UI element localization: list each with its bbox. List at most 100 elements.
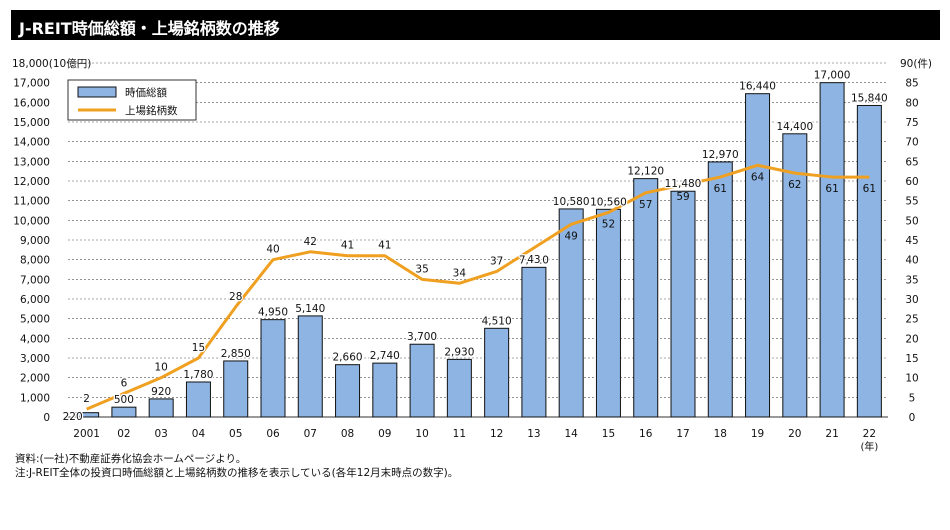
bar-value-label: 15,840 [851, 92, 888, 104]
y-left-tick-label: 3,000 [20, 353, 50, 365]
legend-swatch-bar [77, 86, 117, 98]
line-value-label: 34 [453, 267, 467, 279]
x-tick-label: 2001 [73, 428, 100, 440]
y-left-tick-label: 5,000 [20, 314, 50, 326]
bar-value-label: 17,000 [814, 70, 851, 82]
y-left-tick-label: 7,000 [20, 274, 50, 286]
y-right-unit-label: 90(件) [900, 58, 932, 70]
x-tick-label: 06 [266, 428, 280, 440]
bar-value-label: 7,610 [519, 254, 549, 266]
x-tick-label: 13 [527, 428, 540, 440]
x-tick-label: 08 [341, 428, 354, 440]
bar [856, 104, 882, 418]
line-value-label: 6 [121, 377, 128, 389]
x-tick-label: 22 [863, 428, 876, 440]
y-right-tick-label: 65 [905, 156, 918, 168]
y-left-tick-label: 2,000 [20, 373, 50, 385]
bar-value-label: 16,440 [739, 81, 776, 93]
legend-label-bar: 時価総額 [125, 86, 167, 99]
x-tick-label: 18 [714, 428, 727, 440]
bar-value-label: 920 [151, 386, 171, 398]
x-tick-label: 15 [602, 428, 615, 440]
line-value-label: 15 [192, 342, 205, 354]
bar [335, 364, 361, 418]
line-value-label: 43 [527, 254, 540, 266]
y-right-tick-label: 30 [905, 294, 918, 306]
line-value-label: 35 [415, 263, 428, 275]
line-value-label: 61 [863, 183, 876, 195]
bar-value-label: 1,780 [183, 369, 213, 381]
y-right-tick-label: 45 [905, 235, 918, 247]
line-value-label: 37 [490, 255, 503, 267]
x-tick-label: 16 [639, 428, 653, 440]
bar-value-label: 4,510 [482, 315, 512, 327]
y-left-tick-label: 12,000 [13, 176, 50, 188]
line-value-label: 59 [676, 191, 689, 203]
bar [782, 133, 808, 418]
y-right-tick-label: 80 [905, 97, 918, 109]
y-left-tick-label: 15,000 [13, 117, 50, 129]
y-right-tick-label: 25 [905, 314, 918, 326]
bar-value-label: 12,970 [702, 149, 739, 161]
x-tick-label: 07 [304, 428, 317, 440]
bar [446, 358, 472, 418]
title-bar: J-REIT時価総額・上場銘柄数の推移 [11, 10, 940, 40]
y-left-tick-label: 8,000 [20, 255, 50, 267]
x-tick-label: 20 [788, 428, 801, 440]
y-left-tick-label: 17,000 [13, 78, 50, 90]
bar [707, 161, 733, 418]
bar-value-label: 10,580 [553, 196, 590, 208]
bar-value-label: 11,480 [665, 178, 702, 190]
line-value-label: 40 [266, 244, 279, 256]
x-tick-label: 12 [490, 428, 503, 440]
y-left-tick-label: 11,000 [13, 196, 50, 208]
x-tick-label: 19 [751, 428, 764, 440]
line-value-label: 28 [229, 291, 242, 303]
line-value-label: 61 [714, 183, 727, 195]
bar-value-label: 12,120 [627, 166, 664, 178]
y-right-tick-label: 10 [905, 373, 918, 385]
bar-value-label: 14,400 [776, 121, 813, 133]
x-tick-label: 04 [192, 428, 206, 440]
bar [484, 327, 510, 418]
line-value-label: 2 [83, 393, 90, 405]
bar [558, 208, 584, 418]
bar-value-label: 2,660 [333, 352, 363, 364]
bar [521, 266, 547, 418]
bar [745, 93, 771, 418]
y-left-tick-label: 4,000 [20, 333, 50, 345]
y-right-tick-label: 40 [905, 255, 918, 267]
chart-title: J-REIT時価総額・上場銘柄数の推移 [19, 19, 280, 38]
x-tick-label: 09 [378, 428, 391, 440]
bar [670, 190, 696, 418]
footnote-note: 注:J-REIT全体の投資口時価総額と上場銘柄数の推移を表示している(各年12月… [15, 467, 459, 479]
bar [633, 178, 659, 418]
y-right-tick-label: 85 [905, 78, 918, 90]
legend-label-line: 上場銘柄数 [125, 104, 178, 117]
y-right-tick-label: 0 [909, 412, 916, 424]
footnote-source: 資料:(一社)不動産証券化協会ホームページより。 [15, 453, 247, 465]
line-value-label: 42 [304, 236, 317, 248]
bar-value-label: 3,700 [407, 331, 437, 343]
bar-value-label: 2,740 [370, 350, 400, 362]
x-tick-label: 02 [117, 428, 130, 440]
y-right-tick-label: 5 [909, 392, 916, 404]
x-tick-label: 21 [825, 428, 838, 440]
y-right-tick-label: 75 [905, 117, 918, 129]
footnotes: 資料:(一社)不動産証券化協会ホームページより。 注:J-REIT全体の投資口時… [15, 452, 458, 480]
line-value-label: 64 [751, 171, 765, 183]
y-right-tick-label: 35 [905, 274, 918, 286]
line-value-label: 57 [639, 199, 652, 211]
y-left-tick-label: 6,000 [20, 294, 50, 306]
y-left-tick-label: 14,000 [13, 137, 50, 149]
y-left-tick-label: 9,000 [20, 235, 50, 247]
line-value-label: 61 [825, 183, 838, 195]
line-value-label: 52 [602, 218, 615, 230]
line-value-label: 41 [378, 240, 391, 252]
y-left-tick-label: 0 [43, 412, 50, 424]
bar-value-label: 5,140 [295, 303, 325, 315]
bar [74, 412, 100, 418]
line-value-label: 10 [154, 362, 167, 374]
